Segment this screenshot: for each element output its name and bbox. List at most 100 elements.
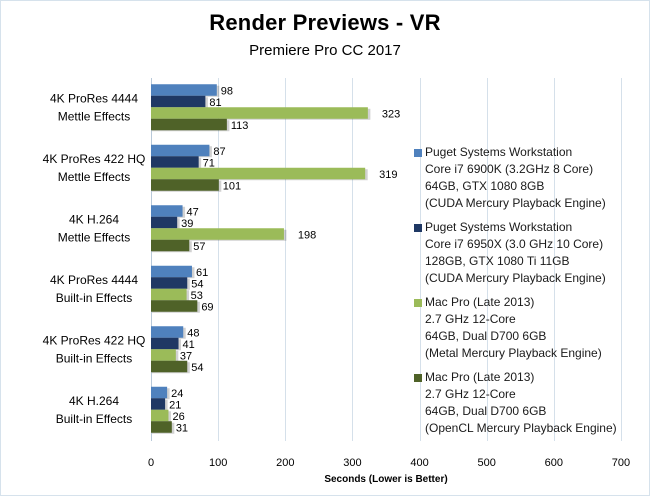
legend-text: Core i7 6950X (3.0 GHz 10 Core) bbox=[425, 237, 604, 251]
legend-swatch bbox=[414, 224, 422, 232]
category-labels: 4K ProRes 4444 Mettle Effects 4K ProRes 42… bbox=[43, 91, 146, 426]
data-label: 71 bbox=[203, 157, 215, 169]
legend-text: 64GB, GTX 1080 8GB bbox=[425, 179, 545, 193]
category-label: 4K H.264 bbox=[69, 394, 119, 408]
x-tick-label: 200 bbox=[276, 457, 294, 469]
legend-item: Mac Pro (Late 2013) 2.7 GHz 12-Core 64GB, … bbox=[413, 294, 602, 362]
category-label: 4K ProRes 4444 bbox=[50, 91, 138, 105]
data-label: 61 bbox=[196, 267, 208, 279]
legend-text: (OpenCL Mercury Playback Engine) bbox=[425, 421, 617, 435]
data-label: 31 bbox=[176, 422, 188, 434]
bar bbox=[151, 300, 198, 312]
legend-item: Puget Systems Workstation Core i7 6900K (… bbox=[413, 144, 606, 212]
data-label: 98 bbox=[221, 85, 233, 97]
x-tick-label: 0 bbox=[148, 457, 154, 469]
data-label: 53 bbox=[191, 290, 203, 302]
category-label: 4K ProRes 422 HQ bbox=[43, 333, 146, 347]
data-label: 39 bbox=[181, 218, 193, 230]
legend-text: 128GB, GTX 1080 Ti 11GB bbox=[425, 254, 570, 268]
x-tick-label: 400 bbox=[410, 457, 428, 469]
data-label: 47 bbox=[187, 206, 199, 218]
legend-text: 2.7 GHz 12-Core bbox=[425, 387, 516, 401]
x-axis-label: Seconds (Lower is Better) bbox=[324, 474, 447, 485]
data-label: 81 bbox=[209, 97, 221, 109]
legend-swatch bbox=[414, 299, 422, 307]
category-label: Mettle Effects bbox=[58, 109, 130, 123]
bar bbox=[151, 265, 192, 278]
bar bbox=[151, 118, 227, 131]
data-label: 48 bbox=[187, 327, 199, 339]
bar bbox=[151, 360, 188, 373]
category-label: Mettle Effects bbox=[58, 230, 130, 244]
category-label: Mettle Effects bbox=[58, 170, 130, 184]
legend-text: 2.7 GHz 12-Core bbox=[425, 312, 516, 326]
legend-text: Core i7 6900K (3.2GHz 8 Core) bbox=[425, 162, 594, 176]
category-label: Built-in Effects bbox=[56, 412, 132, 426]
legend-text: Puget Systems Workstation bbox=[425, 220, 573, 234]
chart-title: Render Previews - VR bbox=[209, 10, 441, 35]
legend-text: 64GB, Dual D700 6GB bbox=[425, 329, 547, 343]
x-tick-label: 300 bbox=[343, 457, 361, 469]
bar bbox=[151, 349, 176, 361]
bar bbox=[151, 228, 284, 240]
legend-text: (Metal Mercury Playback Engine) bbox=[425, 346, 602, 360]
bars: 9881323113877131910147391985761545369484… bbox=[151, 84, 400, 434]
category-label: 4K ProRes 4444 bbox=[50, 273, 138, 287]
bar bbox=[151, 144, 210, 157]
bar bbox=[151, 216, 178, 229]
x-tick-label: 100 bbox=[209, 457, 227, 469]
bar bbox=[151, 239, 190, 252]
bar bbox=[151, 205, 183, 217]
bar bbox=[151, 156, 199, 168]
legend-swatch bbox=[414, 374, 422, 382]
data-label: 54 bbox=[191, 278, 203, 290]
x-tick-label: 600 bbox=[545, 457, 563, 469]
category-label: Built-in Effects bbox=[56, 291, 132, 305]
data-label: 113 bbox=[231, 120, 249, 132]
bar bbox=[151, 84, 217, 96]
legend-item: Mac Pro (Late 2013) 2.7 GHz 12-Core 64GB, … bbox=[413, 369, 617, 437]
data-label: 69 bbox=[201, 301, 213, 313]
data-label: 54 bbox=[191, 362, 203, 374]
data-label: 24 bbox=[171, 388, 183, 400]
bar bbox=[151, 167, 366, 180]
bar bbox=[151, 337, 179, 350]
data-label: 57 bbox=[193, 241, 205, 253]
x-tick-label: 700 bbox=[612, 457, 630, 469]
chart-subtitle: Premiere Pro CC 2017 bbox=[249, 42, 401, 59]
bar bbox=[151, 288, 187, 301]
bar bbox=[151, 386, 168, 399]
legend-item: Puget Systems Workstation Core i7 6950X (… bbox=[413, 219, 606, 287]
legend-text: 64GB, Dual D700 6GB bbox=[425, 404, 547, 418]
data-label: 41 bbox=[183, 339, 195, 351]
data-label: 26 bbox=[172, 411, 184, 423]
legend-swatch bbox=[414, 149, 422, 157]
bar bbox=[151, 107, 368, 119]
bar bbox=[151, 95, 206, 108]
data-label: 37 bbox=[180, 350, 192, 362]
category-label: 4K H.264 bbox=[69, 212, 119, 226]
bar bbox=[151, 179, 219, 191]
bar bbox=[151, 421, 172, 433]
category-label: 4K ProRes 422 HQ bbox=[43, 152, 146, 166]
legend-text: Mac Pro (Late 2013) bbox=[425, 370, 535, 384]
bar bbox=[151, 398, 166, 410]
category-label: Built-in Effects bbox=[56, 351, 132, 365]
data-label: 21 bbox=[169, 399, 181, 411]
x-tick-label: 500 bbox=[478, 457, 496, 469]
legend-text: Puget Systems Workstation bbox=[425, 145, 573, 159]
data-label: 198 bbox=[298, 229, 316, 241]
bar bbox=[151, 409, 169, 422]
x-tick-labels: 0 100 200 300 400 500 600 700 bbox=[148, 457, 630, 469]
data-label: 323 bbox=[382, 108, 400, 120]
bar bbox=[151, 277, 188, 289]
legend-text: (CUDA Mercury Playback Engine) bbox=[425, 271, 606, 285]
data-label: 101 bbox=[223, 180, 241, 192]
data-label: 319 bbox=[379, 169, 397, 181]
bar bbox=[151, 326, 184, 338]
legend-text: (CUDA Mercury Playback Engine) bbox=[425, 196, 606, 210]
legend-text: Mac Pro (Late 2013) bbox=[425, 295, 535, 309]
data-label: 87 bbox=[213, 146, 225, 158]
